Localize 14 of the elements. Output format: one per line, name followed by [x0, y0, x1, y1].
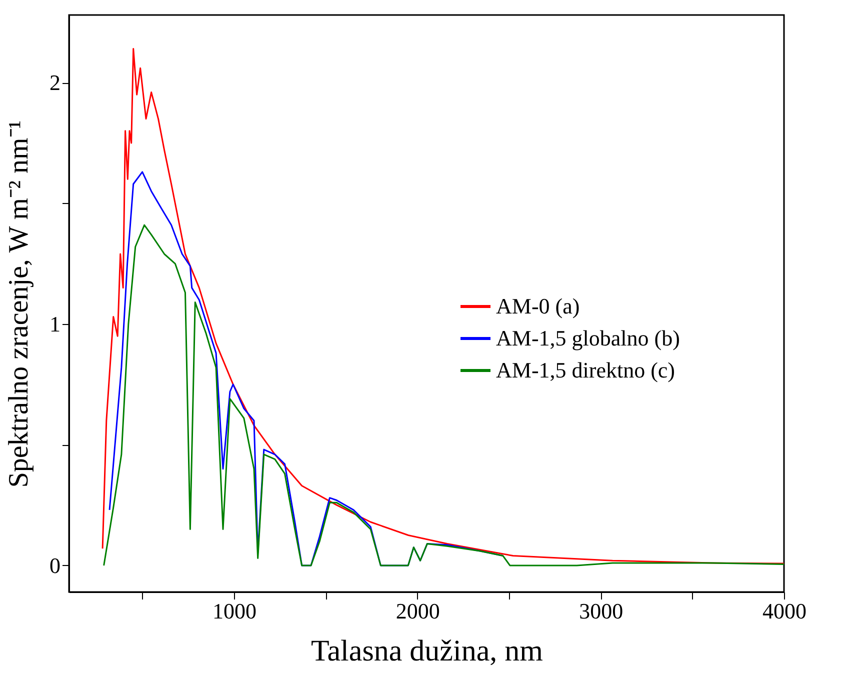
line-series [102, 48, 785, 564]
y-tick-label: 2 [50, 70, 60, 96]
legend-label: AM-1,5 direktno (c) [496, 358, 676, 382]
legend-label: AM-0 (a) [496, 294, 580, 318]
y-tick-label: 1 [50, 312, 60, 337]
line-series [103, 224, 785, 566]
x-tick-label: 3000 [579, 598, 624, 624]
x-axis-title: Talasna dužina, nm [311, 634, 543, 668]
x-tick-label: 4000 [762, 598, 806, 624]
x-tick-label: 1000 [212, 598, 256, 624]
y-tick-label: 0 [50, 552, 60, 578]
x-tick-label: 2000 [396, 598, 440, 624]
y-axis-title: Spektralno zracenje, W m⁻² nm⁻¹ [4, 120, 34, 488]
legend-label: AM-1,5 globalno (b) [496, 326, 680, 350]
